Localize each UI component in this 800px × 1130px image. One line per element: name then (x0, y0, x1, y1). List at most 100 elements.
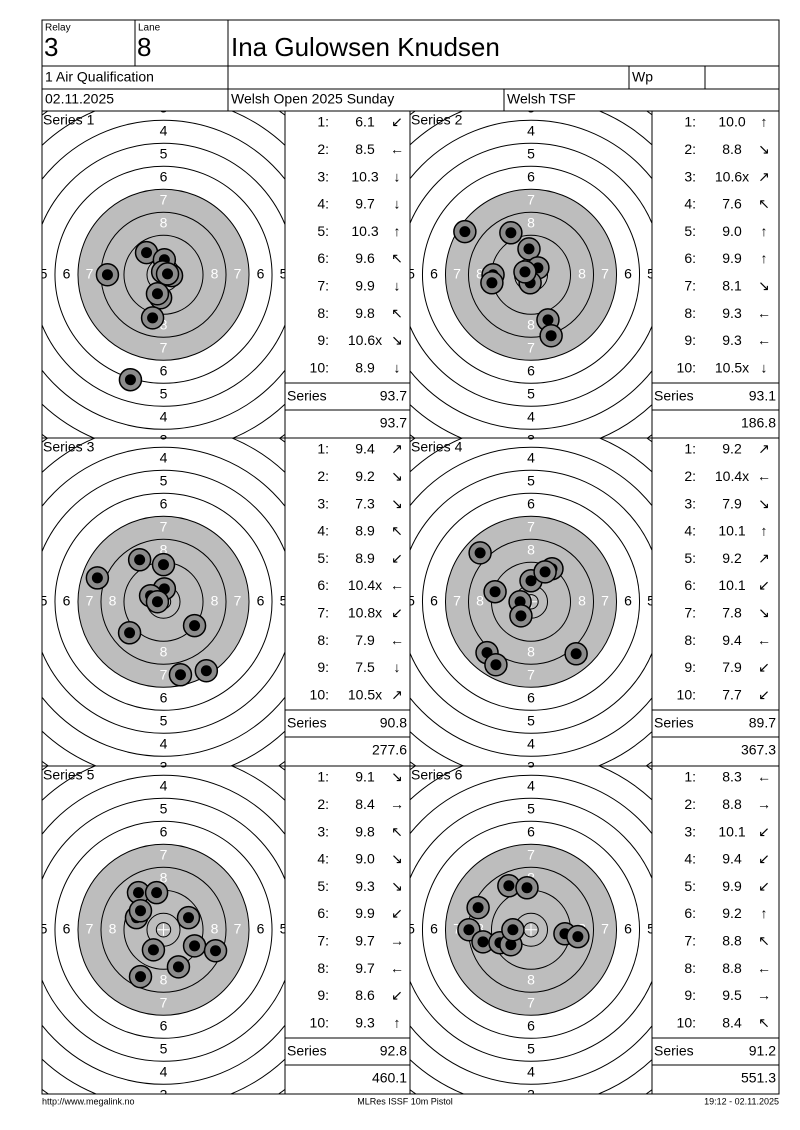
ring-label: 8 (527, 541, 535, 557)
ring-label: 2 (160, 1109, 168, 1125)
shot-score: 9.7 (355, 960, 375, 976)
shot-direction: → (390, 933, 404, 949)
ring-label: 6 (257, 592, 265, 608)
shot-direction: ↙ (758, 577, 770, 593)
shot-direction: → (390, 796, 404, 812)
ring-label: 6 (160, 689, 168, 705)
shot-hole (513, 260, 537, 284)
shot-score: 10.3 (351, 223, 378, 239)
shot-hole (499, 221, 523, 245)
shot-score: 7.6 (722, 196, 742, 212)
shot-dot (472, 902, 484, 914)
shot-number: 10: (677, 1014, 696, 1030)
shot-number: 10: (310, 686, 329, 702)
ring-label: 8 (160, 643, 168, 659)
shot-direction: ↑ (761, 114, 768, 130)
ring-label: 7 (527, 994, 535, 1010)
date: 02.11.2025 (45, 91, 114, 107)
shot-number: 6: (684, 577, 696, 593)
shot-hole (151, 552, 176, 577)
shot-number: 6: (317, 577, 329, 593)
shot-score: 9.3 (355, 878, 375, 894)
ring-label: 5 (527, 800, 535, 816)
ring-label: 7 (527, 846, 535, 862)
ring-label: 3 (527, 431, 535, 447)
shot-direction: ↘ (391, 769, 403, 785)
shot-direction: ↗ (758, 441, 770, 457)
class: Wp (632, 69, 653, 85)
shot-hole (182, 613, 207, 638)
ring-label: 7 (86, 920, 94, 936)
shot-direction: ↓ (394, 359, 401, 375)
ring-label: 7 (234, 920, 242, 936)
shot-direction: ↑ (761, 523, 768, 539)
shot-score: 10.1 (718, 823, 745, 839)
ring-label: 5 (280, 920, 288, 936)
shot-hole (155, 262, 180, 286)
shot-hole (480, 271, 504, 295)
ring-label: 5 (160, 385, 168, 401)
ring-label: 8 (211, 920, 219, 936)
ring-label: 2 (338, 265, 346, 281)
shot-dot (135, 905, 146, 917)
ring-label: 6 (430, 592, 438, 608)
shot-number: 7: (317, 933, 329, 949)
competition: Welsh Open 2025 Sunday (231, 91, 394, 107)
shot-number: 9: (684, 659, 696, 675)
shot-dot (134, 554, 146, 566)
ring-label: 7 (601, 920, 609, 936)
ring-label: 6 (257, 920, 265, 936)
shot-hole (168, 663, 193, 687)
ring-label: 5 (407, 265, 415, 281)
ring-label: 6 (624, 592, 632, 608)
shot-hole (166, 955, 191, 979)
shot-score: 7.8 (722, 605, 742, 621)
shot-hole (145, 590, 170, 614)
ring (54, 165, 273, 384)
shot-score: 9.6 (355, 250, 375, 266)
ring-label: 5 (160, 800, 168, 816)
shot-number: 1: (684, 769, 696, 785)
shot-number: 1: (684, 114, 696, 130)
ring-label: 8 (160, 869, 168, 885)
shot-direction: ↖ (391, 250, 403, 266)
shot-hole (466, 895, 490, 920)
ring-label: 4 (527, 777, 535, 793)
ring-label: 4 (303, 265, 311, 281)
ring-label: 7 (86, 265, 94, 281)
ring-label: 3 (0, 592, 2, 608)
ring (410, 469, 652, 734)
shot-direction: ↙ (391, 905, 403, 921)
ring-label: 5 (647, 920, 655, 936)
shot-hole (145, 281, 170, 306)
ring-label: 8 (160, 971, 168, 987)
ring-label: 8 (578, 265, 586, 281)
ring (410, 142, 652, 407)
cumulative-total: 551.3 (741, 1070, 776, 1086)
shot-direction: ↓ (761, 359, 768, 375)
shot-direction: ← (757, 468, 771, 484)
ring-label: 4 (17, 920, 25, 936)
ring-label: 7 (160, 339, 168, 355)
shot-dot (515, 610, 527, 622)
ring-label: 4 (670, 920, 678, 936)
shot-direction: → (757, 796, 771, 812)
shot-hole (128, 899, 153, 923)
shot-score: 10.8x (348, 605, 382, 621)
shot-number: 3: (317, 168, 329, 184)
ring-label: 7 (160, 191, 168, 207)
shot-dot (147, 312, 159, 324)
ring-label: 5 (280, 265, 288, 281)
shot-score: 9.8 (355, 823, 375, 839)
shot-score: 8.9 (355, 550, 375, 566)
ring-label: 5 (160, 145, 168, 161)
ring-label: 8 (211, 265, 219, 281)
shot-direction: ← (390, 577, 404, 593)
shot-hole (128, 964, 153, 989)
shot-dot (525, 575, 537, 587)
ring-label: 5 (160, 712, 168, 728)
shooter-name: Ina Gulowsen Knudsen (231, 32, 500, 62)
shot-hole (501, 918, 525, 942)
shot-score: 10.1 (718, 523, 745, 539)
shot-dot (523, 243, 535, 255)
